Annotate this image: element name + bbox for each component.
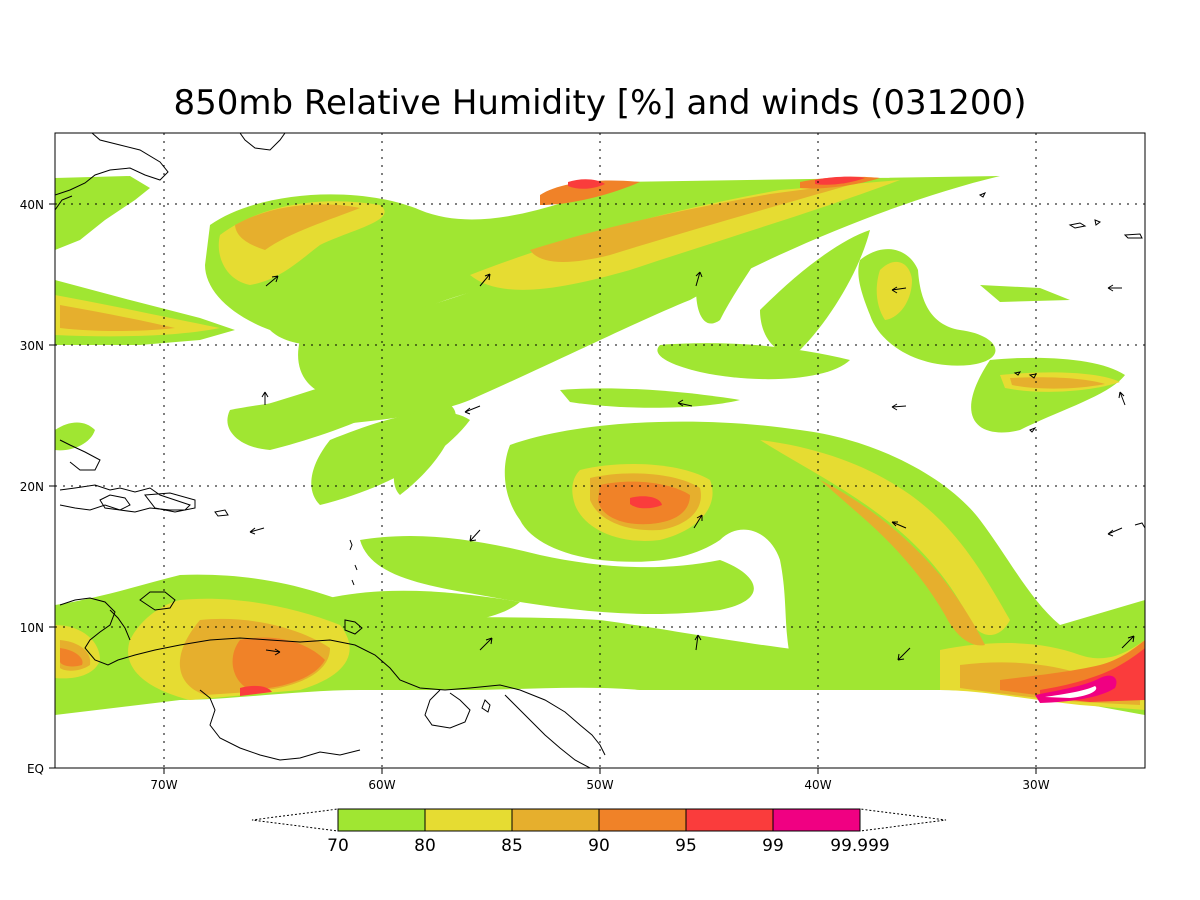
wind-arrow xyxy=(897,647,911,661)
x-tick-label: 30W xyxy=(1022,778,1049,792)
rh-max-core xyxy=(1045,686,1097,698)
graticule xyxy=(55,133,1145,768)
colorbar-label: 85 xyxy=(501,836,523,856)
wind-arrow xyxy=(479,637,493,651)
colorbar-swatch xyxy=(772,808,861,832)
x-tick-label: 50W xyxy=(586,778,613,792)
y-tick-label: 40N xyxy=(20,198,44,212)
colorbar-swatch xyxy=(424,808,513,832)
y-tick-label: EQ xyxy=(27,762,44,776)
colorbar-label: 99.999 xyxy=(830,836,889,856)
wind-arrow xyxy=(464,405,481,415)
x-tick-label: 70W xyxy=(150,778,177,792)
colorbar-label: 95 xyxy=(675,836,697,856)
wind-arrow xyxy=(891,521,907,529)
colorbar-label: 90 xyxy=(588,836,610,856)
y-tick-label: 10N xyxy=(20,621,44,635)
wind-arrow xyxy=(265,275,279,287)
wind-arrow xyxy=(1118,391,1126,406)
colorbar-lower-extension xyxy=(251,808,339,832)
wind-arrow xyxy=(694,634,702,651)
colorbar-label: 70 xyxy=(327,836,349,856)
x-tick-label: 60W xyxy=(368,778,395,792)
wind-arrow xyxy=(1121,635,1135,649)
colorbar-swatch xyxy=(685,808,774,832)
axis-ticks xyxy=(49,203,1037,774)
wind-arrow xyxy=(249,527,265,535)
x-tick-labels: 70W 60W 50W 40W 30W xyxy=(150,778,1049,792)
colorbar-swatch xyxy=(598,808,687,832)
wind-arrow xyxy=(479,273,491,287)
wind-arrow xyxy=(261,391,269,405)
wind-arrow xyxy=(265,648,281,656)
wind-arrow xyxy=(677,399,693,407)
colorbar-upper-extension xyxy=(859,808,947,832)
chart-title: 850mb Relative Humidity [%] and winds (0… xyxy=(174,83,1027,123)
x-tick-label: 40W xyxy=(804,778,831,792)
colorbar-swatch xyxy=(511,808,600,832)
colorbar-label: 80 xyxy=(414,836,436,856)
coastlines xyxy=(55,133,1145,768)
colorbar-swatch xyxy=(337,808,426,832)
wind-arrow xyxy=(1107,284,1122,292)
wind-arrow xyxy=(891,286,907,294)
wind-vectors xyxy=(249,271,1135,661)
colorbar-label: 99 xyxy=(762,836,784,856)
wind-arrow xyxy=(695,271,703,287)
y-tick-label: 30N xyxy=(20,339,44,353)
colorbar-labels: 70 80 85 90 95 99 99.999 xyxy=(327,836,890,856)
y-tick-label: 20N xyxy=(20,480,44,494)
plot-area xyxy=(55,133,1145,768)
wind-arrow xyxy=(693,514,703,529)
rh-shading-95 xyxy=(240,176,1145,702)
colorbar-swatches xyxy=(337,808,861,832)
no-data-region-north xyxy=(55,133,1145,176)
wind-arrow xyxy=(1107,527,1123,537)
wind-arrow xyxy=(891,403,907,411)
wind-arrow xyxy=(469,529,481,542)
y-tick-labels: EQ 10N 20N 30N 40N xyxy=(20,198,44,776)
colorbar: 70 80 85 90 95 99 99.999 xyxy=(251,808,947,856)
